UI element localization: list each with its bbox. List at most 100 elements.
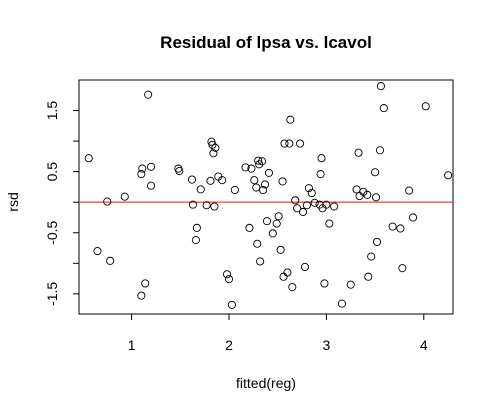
data-point <box>106 256 115 265</box>
data-point <box>352 185 361 194</box>
data-point <box>376 82 385 91</box>
data-point <box>258 157 267 166</box>
x-tick-label: 1 <box>128 337 136 353</box>
data-point <box>227 300 236 309</box>
y-tick-label: 0.5 <box>44 162 60 182</box>
data-point <box>364 272 373 281</box>
data-points <box>84 82 453 309</box>
data-point <box>138 164 147 173</box>
data-point <box>372 193 381 202</box>
data-point <box>224 275 234 284</box>
data-point <box>144 90 153 99</box>
data-point <box>316 170 325 179</box>
data-point <box>254 156 263 165</box>
data-point <box>120 192 129 201</box>
data-point <box>354 148 363 157</box>
data-point <box>274 212 283 221</box>
x-tick-label: 4 <box>420 337 428 353</box>
data-point <box>296 139 305 148</box>
data-point <box>302 201 311 210</box>
data-point <box>320 279 329 288</box>
data-point <box>278 177 287 186</box>
data-point <box>103 197 112 206</box>
data-point <box>84 154 93 163</box>
data-point <box>322 200 331 209</box>
data-point <box>209 149 218 158</box>
data-point <box>250 176 259 185</box>
data-point <box>255 160 264 169</box>
data-point <box>285 139 294 148</box>
data-point <box>147 162 156 171</box>
data-point <box>141 279 150 288</box>
y-tick-label: -0.5 <box>44 220 60 244</box>
data-point <box>367 252 376 261</box>
y-axis-label: rsd <box>5 192 21 211</box>
data-point <box>405 186 414 195</box>
data-point <box>372 237 382 246</box>
data-point <box>409 213 418 222</box>
data-point <box>444 171 453 180</box>
data-point <box>93 247 102 256</box>
data-point <box>210 202 219 211</box>
data-point <box>288 283 297 292</box>
data-point <box>379 104 388 113</box>
data-point <box>286 115 295 124</box>
data-point <box>208 140 217 149</box>
data-point <box>175 166 184 176</box>
data-point <box>260 180 270 189</box>
data-point <box>147 181 156 190</box>
x-tick-label: 3 <box>322 337 330 353</box>
data-point <box>196 185 205 194</box>
data-point <box>137 291 146 300</box>
data-point <box>398 264 407 273</box>
data-point <box>279 272 288 281</box>
data-point <box>137 170 146 179</box>
data-point <box>192 223 201 232</box>
data-point <box>307 188 316 198</box>
data-point <box>191 236 200 245</box>
plot-frame <box>78 79 454 315</box>
data-point <box>206 176 215 185</box>
data-point <box>317 154 326 163</box>
data-point <box>298 207 308 217</box>
data-point <box>262 217 272 226</box>
data-point <box>253 239 262 248</box>
data-point <box>230 185 239 195</box>
data-point <box>283 268 292 277</box>
data-point <box>337 299 347 308</box>
x-axis-label: fitted(reg) <box>236 375 296 391</box>
data-point <box>421 102 430 111</box>
chart-title: Residual of lpsa vs. lcavol <box>160 33 372 52</box>
data-point <box>346 280 355 289</box>
data-point <box>291 196 300 205</box>
data-point <box>188 200 198 209</box>
data-point <box>304 184 313 193</box>
y-tick-label: -1.5 <box>44 282 60 306</box>
data-point <box>211 143 220 152</box>
data-point <box>272 219 281 228</box>
data-point <box>363 190 372 199</box>
data-point <box>268 229 277 238</box>
data-point <box>202 201 211 210</box>
data-point <box>388 222 397 231</box>
data-point <box>325 219 334 228</box>
data-point <box>300 262 310 272</box>
data-point <box>187 175 197 184</box>
data-point <box>247 164 256 173</box>
data-point <box>264 168 273 177</box>
data-point <box>245 223 254 232</box>
data-point <box>259 185 268 195</box>
data-point <box>280 139 289 148</box>
data-point <box>218 176 227 185</box>
y-axis: -1.5 -0.5 0.5 1.5 <box>44 101 79 306</box>
data-point <box>310 198 319 207</box>
data-point <box>293 204 302 213</box>
data-point <box>252 183 261 192</box>
x-tick-label: 2 <box>225 337 233 353</box>
data-point <box>222 270 232 279</box>
data-point <box>371 168 380 177</box>
x-axis: 1 2 3 4 <box>128 314 428 353</box>
data-point <box>396 224 405 233</box>
data-point <box>355 192 364 201</box>
